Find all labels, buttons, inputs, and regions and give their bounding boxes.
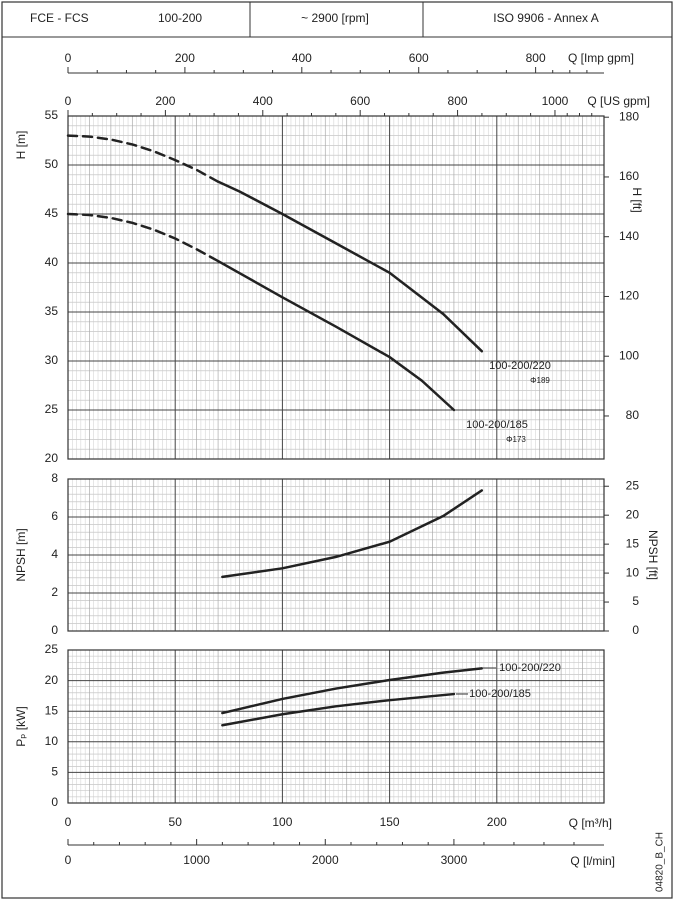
y-tick-label: 20 [45, 451, 59, 465]
y-tick-label: 10 [45, 734, 59, 748]
y2-tick-label: 5 [632, 594, 639, 608]
y2-tick-label: 0 [632, 623, 639, 637]
y-tick-label: 2 [51, 585, 58, 599]
axis-tick-label: 200 [155, 94, 175, 108]
axis-tick-label: 800 [448, 94, 468, 108]
y2-axis-label: H [ft] [630, 187, 644, 212]
x-tick-label: 150 [380, 815, 400, 829]
axis-tick-label: 0 [65, 853, 72, 867]
y-tick-label: 8 [51, 471, 58, 485]
curve [216, 180, 484, 353]
y-tick-label: 55 [45, 108, 59, 122]
header-cell: FCE - FCS [30, 11, 89, 25]
y-tick-label: 5 [51, 765, 58, 779]
y-tick-label: 6 [51, 509, 58, 523]
axis-tick-label: 800 [526, 51, 546, 65]
header-cell: ISO 9906 - Annex A [493, 11, 598, 25]
y2-tick-label: 25 [626, 478, 640, 492]
y-tick-label: 25 [45, 402, 59, 416]
header-cell: 100-200 [158, 11, 202, 25]
axis-tick-label: 1000 [542, 94, 569, 108]
y-tick-label: 20 [45, 673, 59, 687]
y2-tick-label: 180 [619, 109, 639, 123]
axis-tick-label: 1000 [183, 853, 210, 867]
axis-tick-label: 400 [253, 94, 273, 108]
y-tick-label: 25 [45, 642, 59, 656]
plot-frame [67, 649, 605, 804]
curve [221, 489, 484, 579]
x-axis-label: Q [m³/h] [569, 816, 612, 830]
axis-label: Q [US gpm] [587, 94, 650, 108]
y2-tick-label: 120 [619, 289, 639, 303]
y2-tick-label: 140 [619, 229, 639, 243]
axis-tick-label: 2000 [312, 853, 339, 867]
curve [221, 692, 456, 727]
y-tick-label: 30 [45, 353, 59, 367]
axis-tick-label: 0 [65, 94, 72, 108]
curve-label: Φ189 [530, 376, 550, 385]
y-tick-label: 40 [45, 255, 59, 269]
curve-label: 100-200/220 [499, 662, 561, 674]
axis-tick-label: 600 [350, 94, 370, 108]
x-tick-label: 0 [65, 815, 72, 829]
axis-tick-label: 200 [175, 51, 195, 65]
curve [221, 667, 484, 715]
header-cell: ~ 2900 [rpm] [301, 11, 369, 25]
axis-tick-label: 0 [65, 51, 72, 65]
curve-label: 100-200/220 [489, 360, 551, 372]
curve [216, 259, 456, 412]
y2-tick-label: 160 [619, 169, 639, 183]
drawing-code: 04820_B_CH [655, 832, 666, 892]
y-axis-label: NPSH [m] [14, 528, 28, 581]
curve-label: 100-200/185 [466, 419, 528, 431]
x-tick-label: 100 [272, 815, 292, 829]
y-axis-label: Pₚ [kW] [14, 706, 28, 746]
curve [66, 134, 220, 183]
plot-frame [67, 115, 605, 460]
plot-frame [67, 478, 605, 632]
x-tick-label: 50 [169, 815, 183, 829]
y-axis-label: H [m] [14, 131, 28, 160]
axis-tick-label: 400 [292, 51, 312, 65]
y-tick-label: 35 [45, 304, 59, 318]
y-tick-label: 50 [45, 157, 59, 171]
y-tick-label: 4 [51, 547, 58, 561]
axis-label: Q [l/min] [570, 854, 615, 868]
y2-tick-label: 15 [626, 536, 640, 550]
y2-tick-label: 10 [626, 565, 640, 579]
axis-tick-label: 3000 [441, 853, 468, 867]
axis-tick-label: 600 [409, 51, 429, 65]
y2-tick-label: 20 [626, 507, 640, 521]
y2-tick-label: 80 [626, 408, 640, 422]
curve-label: 100-200/185 [469, 688, 531, 700]
y-tick-label: 0 [51, 795, 58, 809]
curve-label: Φ173 [506, 435, 526, 444]
y2-tick-label: 100 [619, 348, 639, 362]
y-tick-label: 15 [45, 703, 59, 717]
y-tick-label: 0 [51, 623, 58, 637]
curve [66, 212, 220, 263]
y-tick-label: 45 [45, 206, 59, 220]
axis-label: Q [Imp gpm] [568, 51, 634, 65]
x-tick-label: 200 [487, 815, 507, 829]
y2-axis-label: NPSH [ft] [646, 530, 660, 580]
